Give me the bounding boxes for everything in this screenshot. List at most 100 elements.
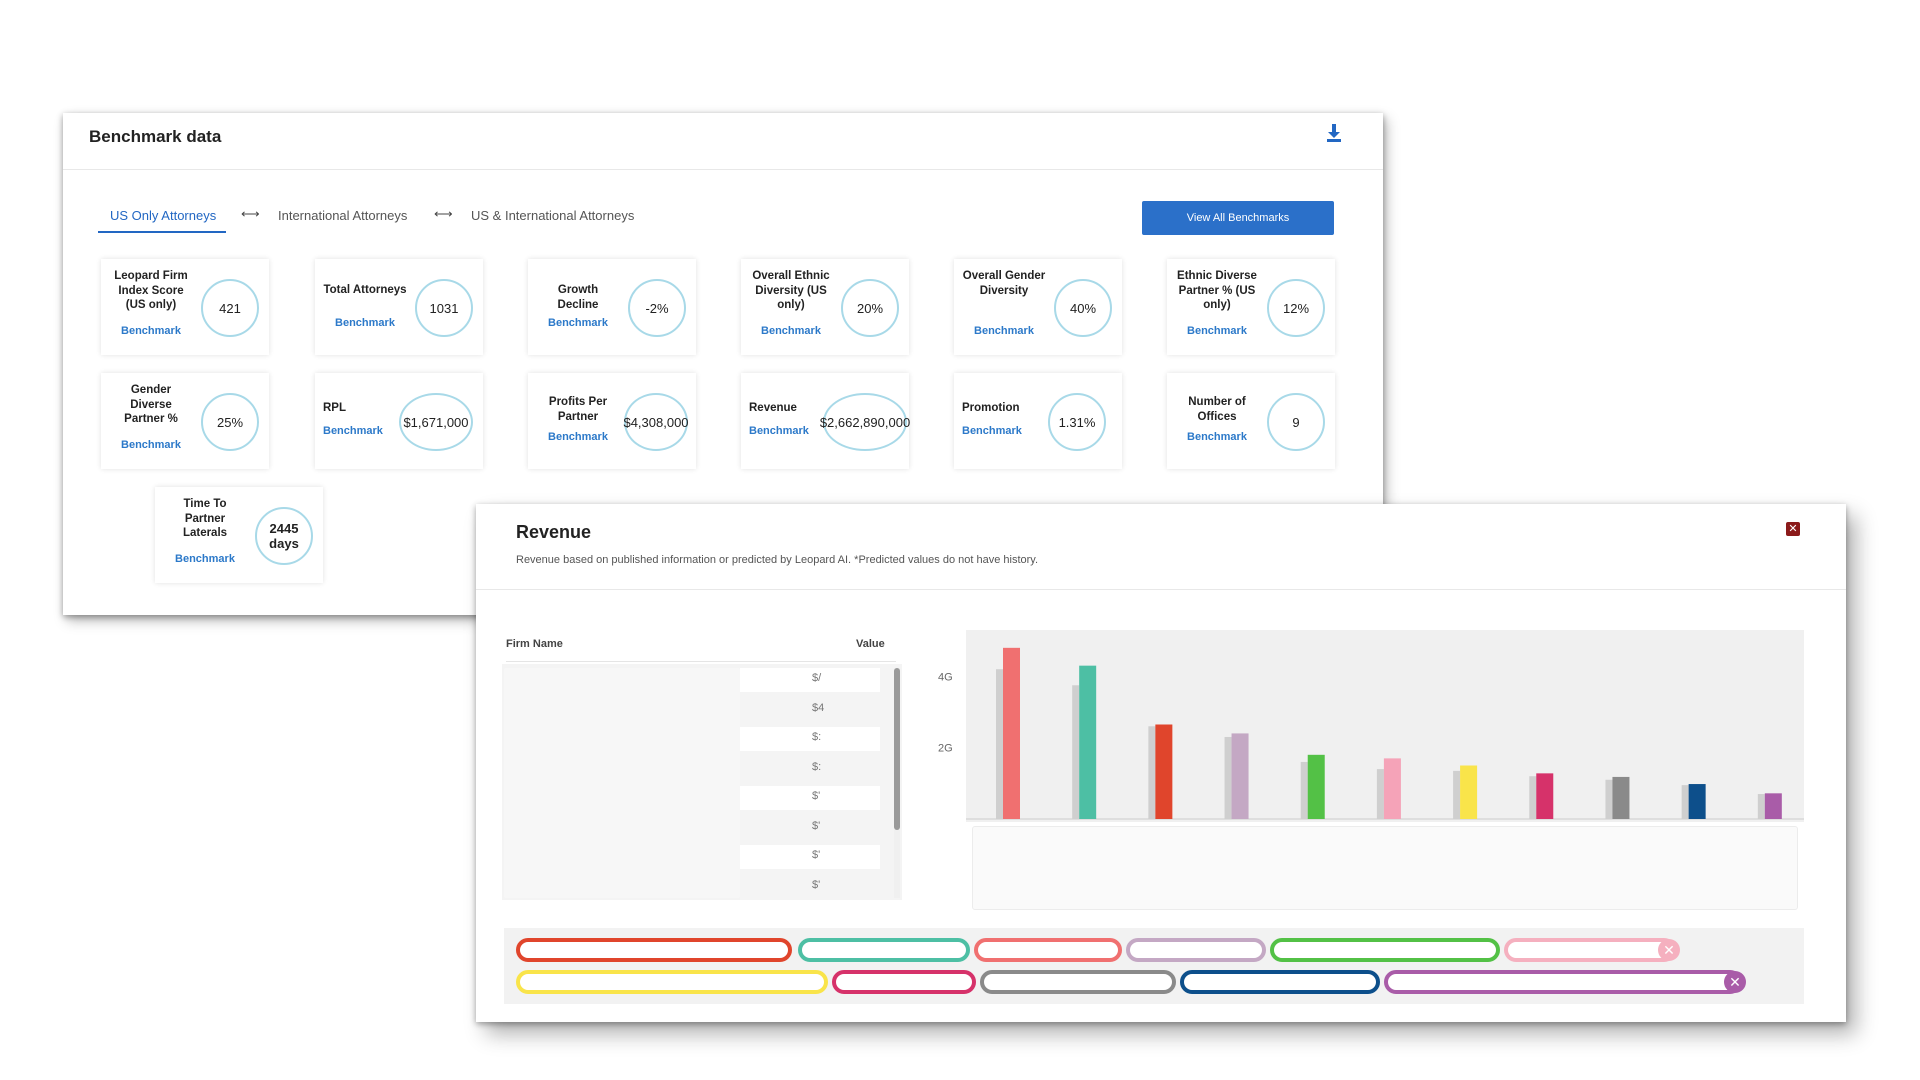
table-row[interactable] bbox=[740, 668, 880, 692]
tab-us-only[interactable]: US Only Attorneys bbox=[98, 208, 227, 233]
card-ethnic-partner: Ethnic Diverse Partner % (US only) Bench… bbox=[1167, 259, 1335, 355]
history-bar[interactable] bbox=[1529, 776, 1537, 819]
revenue-bar[interactable] bbox=[1764, 793, 1782, 819]
card-label: Revenue bbox=[749, 402, 797, 414]
history-bar[interactable] bbox=[1072, 685, 1080, 819]
benchmark-link[interactable]: Benchmark bbox=[335, 317, 395, 329]
firm-name-column bbox=[504, 668, 740, 898]
card-value: 40% bbox=[1054, 279, 1112, 337]
card-label: Gender Diverse Partner % bbox=[124, 384, 178, 425]
table-row[interactable] bbox=[740, 874, 880, 899]
benchmark-panel: Benchmark data US Only Attorneys ⟷ Inter… bbox=[63, 113, 1383, 615]
revenue-bar[interactable] bbox=[1231, 733, 1249, 819]
history-bar[interactable] bbox=[1453, 770, 1461, 819]
benchmark-link[interactable]: Benchmark bbox=[749, 425, 809, 437]
legend-clear-icon[interactable]: ✕ bbox=[1658, 939, 1680, 961]
value-header: Value bbox=[856, 638, 885, 650]
benchmark-title: Benchmark data bbox=[89, 127, 222, 146]
row-value: $: bbox=[812, 760, 822, 773]
table-row[interactable] bbox=[740, 756, 880, 781]
legend-clear-icon[interactable]: ✕ bbox=[1724, 971, 1746, 993]
table-row[interactable] bbox=[740, 727, 880, 751]
card-ethnic-diversity: Overall Ethnic Diversity (US only) Bench… bbox=[741, 259, 909, 355]
card-number-of-offices: Number of Offices Benchmark 9 bbox=[1167, 373, 1335, 469]
card-label: Promotion bbox=[962, 402, 1020, 414]
benchmark-link[interactable]: Benchmark bbox=[974, 325, 1034, 337]
card-value: -2% bbox=[628, 279, 686, 337]
benchmark-link[interactable]: Benchmark bbox=[1187, 431, 1247, 443]
table-row[interactable] bbox=[740, 786, 880, 810]
benchmark-link[interactable]: Benchmark bbox=[121, 325, 181, 337]
history-bar[interactable] bbox=[1605, 779, 1613, 819]
card-growth-decline: Growth Decline Benchmark -2% bbox=[528, 259, 696, 355]
benchmark-link[interactable]: Benchmark bbox=[548, 317, 608, 329]
legend-pill[interactable] bbox=[1504, 938, 1676, 962]
revenue-bar[interactable] bbox=[1079, 665, 1097, 819]
revenue-bar[interactable] bbox=[1536, 773, 1554, 819]
legend-pill[interactable] bbox=[974, 938, 1122, 962]
tab-us-international[interactable]: US & International Attorneys bbox=[471, 208, 635, 223]
card-label: Total Attorneys bbox=[323, 284, 407, 296]
benchmark-link[interactable]: Benchmark bbox=[121, 439, 181, 451]
legend-pill[interactable] bbox=[798, 938, 970, 962]
benchmark-link[interactable]: Benchmark bbox=[761, 325, 821, 337]
card-gender-partner: Gender Diverse Partner % Benchmark 25% bbox=[101, 373, 269, 469]
legend-pill[interactable] bbox=[980, 970, 1176, 994]
history-bar[interactable] bbox=[1757, 794, 1765, 819]
close-icon[interactable]: ✕ bbox=[1786, 522, 1800, 536]
card-value: 12% bbox=[1267, 279, 1325, 337]
row-value: $' bbox=[812, 790, 821, 802]
tab-international[interactable]: International Attorneys bbox=[278, 208, 408, 223]
revenue-bar[interactable] bbox=[1155, 724, 1173, 820]
table-row[interactable] bbox=[740, 845, 880, 869]
legend-pill[interactable] bbox=[1270, 938, 1500, 962]
card-label: Time To Partner Laterals bbox=[182, 498, 228, 539]
card-value: $2,662,890,000 bbox=[820, 393, 910, 451]
card-promotion: Promotion Benchmark 1.31% bbox=[954, 373, 1122, 469]
legend-pill[interactable] bbox=[516, 970, 828, 994]
legend-pill[interactable] bbox=[1126, 938, 1266, 962]
card-label: Number of Offices bbox=[1188, 396, 1246, 423]
revenue-bar[interactable] bbox=[1688, 784, 1706, 819]
legend-pill[interactable] bbox=[516, 938, 792, 962]
card-value: $4,308,000 bbox=[623, 393, 689, 451]
row-value: $/ bbox=[812, 672, 822, 684]
revenue-bar[interactable] bbox=[1612, 776, 1630, 819]
card-label: Growth Decline bbox=[557, 284, 599, 311]
revenue-bar[interactable] bbox=[1003, 647, 1020, 819]
card-value: 2445 days bbox=[255, 507, 313, 565]
history-bar[interactable] bbox=[1224, 736, 1232, 819]
benchmark-link[interactable]: Benchmark bbox=[323, 425, 383, 437]
download-icon[interactable] bbox=[1325, 123, 1343, 143]
card-value: 9 bbox=[1267, 393, 1325, 451]
revenue-bar[interactable] bbox=[1307, 754, 1325, 819]
card-label: Overall Gender Diversity bbox=[962, 270, 1046, 297]
history-bar[interactable] bbox=[1300, 761, 1308, 819]
revenue-modal: Revenue Revenue based on published infor… bbox=[476, 504, 1846, 1022]
benchmark-link[interactable]: Benchmark bbox=[548, 431, 608, 443]
card-time-to-partner: Time To Partner Laterals Benchmark 2445 … bbox=[155, 487, 323, 583]
legend-panel: ✕ ✕ bbox=[504, 928, 1804, 1004]
history-bar[interactable] bbox=[1148, 726, 1156, 819]
tab-arrow-icon: ⟷ bbox=[241, 206, 260, 221]
history-bar[interactable] bbox=[1681, 785, 1689, 819]
table-scrollbar-thumb[interactable] bbox=[894, 668, 900, 830]
card-value: 421 bbox=[201, 279, 259, 337]
benchmark-link[interactable]: Benchmark bbox=[962, 425, 1022, 437]
revenue-bar[interactable] bbox=[1460, 765, 1478, 819]
legend-pill[interactable] bbox=[1384, 970, 1742, 994]
view-all-benchmarks-button[interactable]: View All Benchmarks bbox=[1142, 201, 1334, 235]
legend-pill[interactable] bbox=[832, 970, 976, 994]
legend-pill[interactable] bbox=[1180, 970, 1380, 994]
benchmark-link[interactable]: Benchmark bbox=[175, 553, 235, 565]
history-bar[interactable] bbox=[1376, 769, 1384, 819]
table-row[interactable] bbox=[740, 697, 880, 722]
row-value: $4 bbox=[812, 701, 825, 714]
revenue-bar[interactable] bbox=[1383, 758, 1401, 819]
history-bar[interactable] bbox=[996, 669, 1003, 819]
benchmark-link[interactable]: Benchmark bbox=[1187, 325, 1247, 337]
card-profits-per-partner: Profits Per Partner Benchmark $4,308,000 bbox=[528, 373, 696, 469]
card-label: Overall Ethnic Diversity (US only) bbox=[752, 270, 830, 311]
table-row[interactable] bbox=[740, 815, 880, 840]
row-value: $' bbox=[812, 878, 821, 891]
